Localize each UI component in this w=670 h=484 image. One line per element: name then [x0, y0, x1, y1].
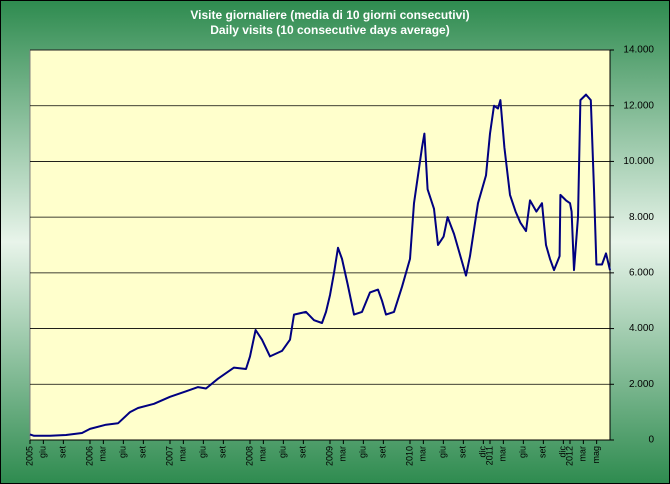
y-tick-label: 4.000 — [629, 323, 654, 334]
x-tick-label: mar — [338, 446, 348, 462]
x-tick-label: set — [458, 446, 468, 459]
x-tick-label: set — [218, 446, 228, 459]
x-tick-label: giu — [118, 446, 128, 458]
x-tick-label: dic — [478, 446, 488, 458]
y-tick-label: 0 — [648, 435, 654, 446]
chart-subtitle: Daily visits (10 consecutive days averag… — [210, 23, 449, 37]
x-tick-label: mar — [498, 446, 508, 462]
x-tick-label: giu — [278, 446, 288, 458]
y-tick-label: 10.000 — [623, 156, 654, 167]
y-tick-label: 6.000 — [629, 267, 654, 278]
x-tick-label: mar — [418, 446, 428, 462]
x-tick-label: mar — [98, 446, 108, 462]
x-tick-label: 2007 — [164, 446, 174, 466]
x-tick-label: giu — [438, 446, 448, 458]
y-tick-label: 14.000 — [623, 45, 654, 56]
x-tick-label: mar — [258, 446, 268, 462]
chart-title: Visite giornaliere (media di 10 giorni c… — [190, 8, 469, 22]
x-tick-label: mar — [578, 446, 588, 462]
x-tick-label: set — [138, 446, 148, 459]
x-tick-label: mag — [591, 446, 601, 464]
x-tick-label: set — [538, 446, 548, 459]
x-tick-label: dic — [558, 446, 568, 458]
x-tick-label: 2010 — [404, 446, 414, 466]
x-tick-label: mar — [178, 446, 188, 462]
x-tick-label: 2012 — [564, 446, 574, 466]
x-tick-label: set — [298, 446, 308, 459]
x-tick-label: set — [378, 446, 388, 459]
plot-area — [29, 49, 611, 441]
x-tick-label: set — [58, 446, 68, 459]
x-tick-label: 2009 — [324, 446, 334, 466]
x-tick-label: giu — [38, 446, 48, 458]
y-tick-label: 12.000 — [623, 100, 654, 111]
y-tick-label: 2.000 — [629, 379, 654, 390]
x-tick-label: 2008 — [244, 446, 254, 466]
x-tick-label: giu — [198, 446, 208, 458]
x-tick-label: 2005 — [24, 446, 34, 466]
x-tick-label: giu — [518, 446, 528, 458]
y-tick-label: 8.000 — [629, 212, 654, 223]
x-tick-label: 2011 — [484, 446, 494, 465]
x-tick-label: 2006 — [84, 446, 94, 466]
data-line — [29, 93, 611, 437]
x-tick-label: giu — [358, 446, 368, 458]
